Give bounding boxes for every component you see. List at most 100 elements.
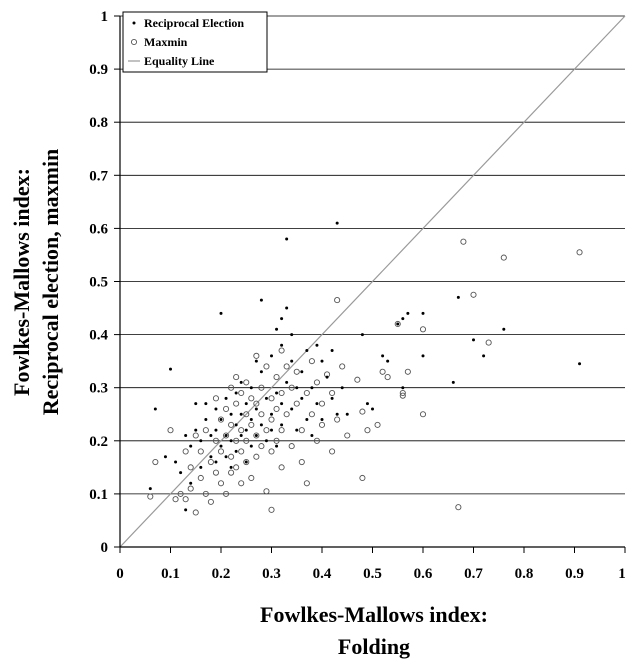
legend-circle-marker [130,38,138,46]
maxmin-point-18 [212,437,219,444]
reciprocal-point-98 [472,338,475,342]
reciprocal-point-52 [270,428,273,432]
x-tick-label-9: 0.9 [565,566,584,582]
maxmin-point-95 [384,374,391,381]
maxmin-point-89 [354,376,361,383]
reciprocal-point-37 [244,402,248,406]
maxmin-point-84 [329,448,336,455]
maxmin-point-16 [207,498,214,505]
maxmin-point-107 [576,249,583,256]
y-tick-label-1: 0.1 [89,487,108,503]
maxmin-point-85 [334,297,341,304]
maxmin-point-32 [233,437,240,444]
reciprocal-point-55 [275,444,279,448]
maxmin-point-40 [243,437,250,444]
legend-dot-marker [132,21,136,25]
reciprocal-point-54 [275,391,279,395]
maxmin-point-36 [238,448,245,455]
maxmin-point-0 [147,493,154,500]
x-axis-title-line2: Folding [338,634,410,659]
maxmin-point-15 [207,458,214,466]
reciprocal-point-86 [365,402,369,406]
reciprocal-point-1 [153,407,157,411]
reciprocal-point-76 [320,359,324,363]
reciprocal-point-20 [214,460,218,464]
reciprocal-point-25 [224,433,228,437]
maxmin-point-79 [313,379,321,386]
maxmin-point-97 [399,389,406,397]
reciprocal-point-31 [234,423,238,427]
reciprocal-point-39 [249,386,253,390]
maxmin-point-17 [212,395,219,402]
maxmin-point-61 [273,437,280,444]
maxmin-point-94 [379,368,386,375]
reciprocal-point-26 [224,455,228,459]
maxmin-point-45 [253,352,260,359]
reciprocal-point-38 [244,428,248,432]
reciprocal-point-70 [305,349,309,353]
reciprocal-point-85 [360,333,364,337]
maxmin-point-87 [339,363,346,370]
maxmin-point-34 [238,389,245,397]
maxmin-point-50 [258,411,265,418]
maxmin-point-93 [374,421,381,428]
reciprocal-point-62 [285,380,289,384]
equality-line [119,15,626,548]
reciprocal-point-79 [330,396,334,400]
maxmin-point-98 [399,392,406,399]
maxmin-point-64 [278,427,285,434]
legend-box [122,11,268,73]
x-tick-label-1: 0.1 [161,566,180,582]
reciprocal-point-27 [229,412,233,416]
reciprocal-point-32 [234,449,238,453]
maxmin-point-35 [238,427,245,434]
reciprocal-point-89 [386,359,390,363]
reciprocal-point-78 [325,375,329,379]
maxmin-point-51 [258,443,265,450]
maxmin-point-99 [404,368,411,375]
maxmin-point-25 [222,490,230,497]
maxmin-point-58 [268,448,275,455]
reciprocal-point-96 [451,380,455,384]
reciprocal-point-33 [239,380,243,384]
maxmin-point-56 [268,395,275,402]
maxmin-point-81 [318,421,326,428]
reciprocal-point-44 [254,433,258,437]
maxmin-point-72 [298,427,305,434]
maxmin-point-66 [283,363,290,370]
reciprocal-point-14 [204,402,208,406]
reciprocal-point-99 [482,354,486,358]
reciprocal-point-64 [290,359,294,363]
maxmin-point-102 [455,504,462,511]
maxmin-point-7 [187,485,194,492]
x-axis-title-line1: Fowlkes-Mallows index: [260,602,488,627]
reciprocal-point-80 [330,349,334,353]
reciprocal-point-58 [280,402,284,406]
reciprocal-point-36 [244,460,248,464]
reciprocal-point-66 [295,386,299,390]
reciprocal-point-73 [310,433,314,437]
reciprocal-point-11 [194,428,198,432]
reciprocal-point-71 [305,418,309,422]
maxmin-point-106 [500,254,507,261]
maxmin-point-57 [268,416,275,423]
reciprocal-point-74 [315,343,319,347]
maxmin-point-67 [283,411,290,418]
maxmin-point-11 [197,474,204,482]
x-tick-label-0: 0 [116,566,124,582]
reciprocal-point-30 [234,391,238,395]
maxmin-point-78 [313,437,321,444]
x-tick-label-8: 0.8 [515,566,534,582]
reciprocal-point-18 [214,407,218,411]
reciprocal-point-9 [189,444,193,448]
y-tick-label-3: 0.3 [89,381,108,397]
reciprocal-point-53 [275,327,279,331]
maxmin-point-48 [253,453,260,460]
maxmin-point-54 [263,427,270,434]
reciprocal-point-59 [280,423,284,427]
maxmin-point-29 [228,469,235,476]
maxmin-point-19 [212,469,219,476]
axes [114,15,626,553]
reciprocal-point-17 [209,433,213,437]
maxmin-point-6 [182,448,189,455]
